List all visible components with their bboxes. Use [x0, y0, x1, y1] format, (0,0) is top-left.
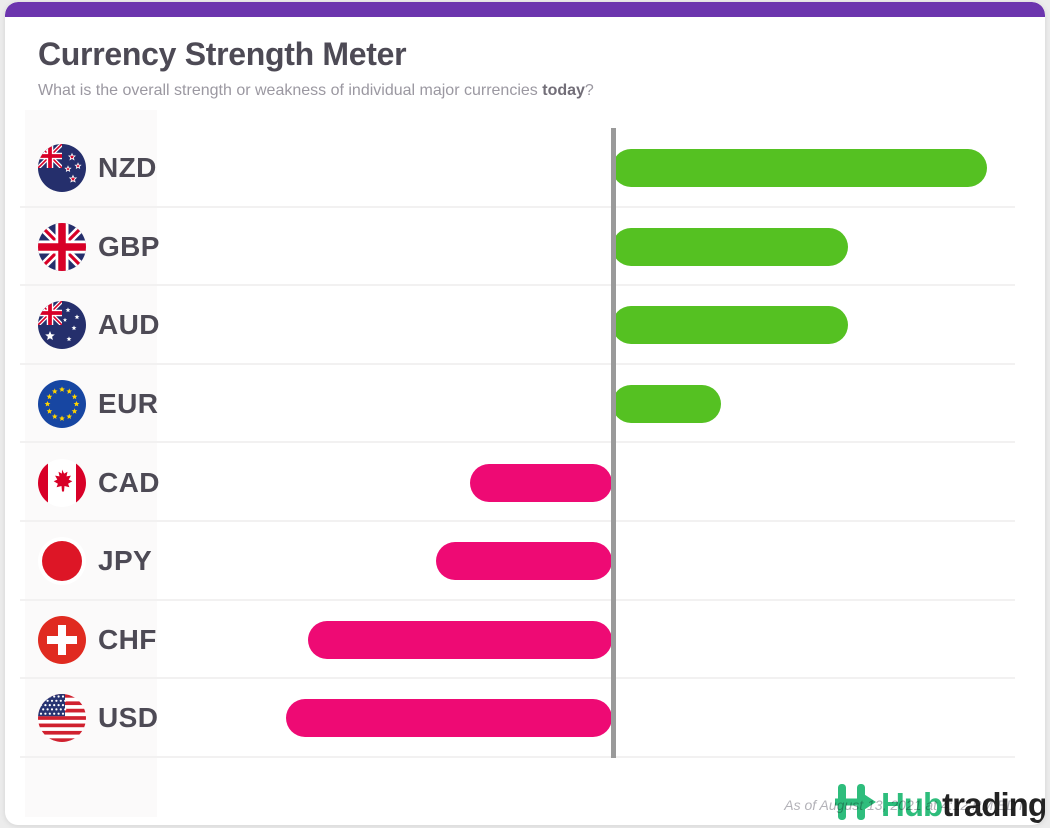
strength-bar-aud: [612, 306, 849, 345]
hubtrading-h-arrow-icon: [835, 784, 877, 825]
header: Currency Strength Meter What is the over…: [38, 36, 594, 100]
currency-label: USD: [98, 702, 159, 734]
currency-row-cad: CAD: [5, 443, 1045, 522]
chart-rows: NZD GBP AUD EUR CAD JPY CHF USD: [5, 129, 1045, 758]
chf-flag-icon: [38, 615, 86, 664]
strength-bar-cad: [469, 463, 612, 502]
jpy-flag-icon: [38, 537, 86, 586]
strength-bar-usd: [285, 699, 612, 738]
currency-row-chf: CHF: [5, 601, 1045, 680]
brand-text-hub: Hub: [881, 785, 943, 823]
currency-row-aud: AUD: [5, 286, 1045, 365]
currency-label: CHF: [98, 623, 157, 655]
cad-flag-icon: [38, 458, 86, 507]
currency-label: CAD: [98, 466, 160, 498]
row-divider: [20, 362, 1015, 365]
strength-bar-jpy: [435, 542, 612, 581]
chart-card: Currency Strength Meter What is the over…: [5, 2, 1045, 825]
strength-bar-eur: [612, 385, 721, 424]
row-divider: [20, 441, 1015, 444]
subtitle-suffix: ?: [584, 82, 594, 99]
row-divider: [20, 598, 1015, 601]
gbp-flag-icon: [38, 222, 86, 271]
currency-row-usd: USD: [5, 679, 1045, 758]
strength-bar-nzd: [612, 149, 987, 188]
usd-flag-icon: [38, 694, 86, 743]
timestamp-watermark: As of August 13, 2021 at 4:12 PM EDT: [784, 797, 1025, 813]
hubtrading-logo[interactable]: Hub trading: [835, 784, 1045, 825]
row-divider: [20, 755, 1015, 758]
subtitle-prefix: What is the overall strength or weakness…: [38, 82, 543, 99]
strength-bar-gbp: [612, 227, 849, 266]
eur-flag-icon: [38, 380, 86, 429]
page-subtitle: What is the overall strength or weakness…: [38, 82, 594, 100]
currency-row-jpy: JPY: [5, 522, 1045, 601]
currency-label: EUR: [98, 388, 159, 420]
row-divider: [20, 519, 1015, 522]
currency-row-nzd: NZD: [5, 129, 1045, 208]
currency-row-eur: EUR: [5, 365, 1045, 444]
currency-label: JPY: [98, 545, 153, 577]
row-divider: [20, 205, 1015, 208]
nzd-flag-icon: [38, 144, 86, 193]
currency-row-gbp: GBP: [5, 208, 1045, 287]
row-divider: [20, 677, 1015, 680]
aud-flag-icon: [38, 301, 86, 350]
currency-label: GBP: [98, 230, 160, 262]
subtitle-bold-today: today: [542, 82, 585, 99]
page-title: Currency Strength Meter: [38, 36, 407, 72]
row-divider: [20, 284, 1015, 287]
currency-label: NZD: [98, 152, 157, 184]
brand-text-trading: trading: [942, 785, 1045, 823]
strength-bar-chf: [308, 620, 612, 659]
accent-top-bar: [5, 2, 1045, 17]
currency-label: AUD: [98, 309, 160, 341]
zero-axis-line: [611, 128, 616, 758]
